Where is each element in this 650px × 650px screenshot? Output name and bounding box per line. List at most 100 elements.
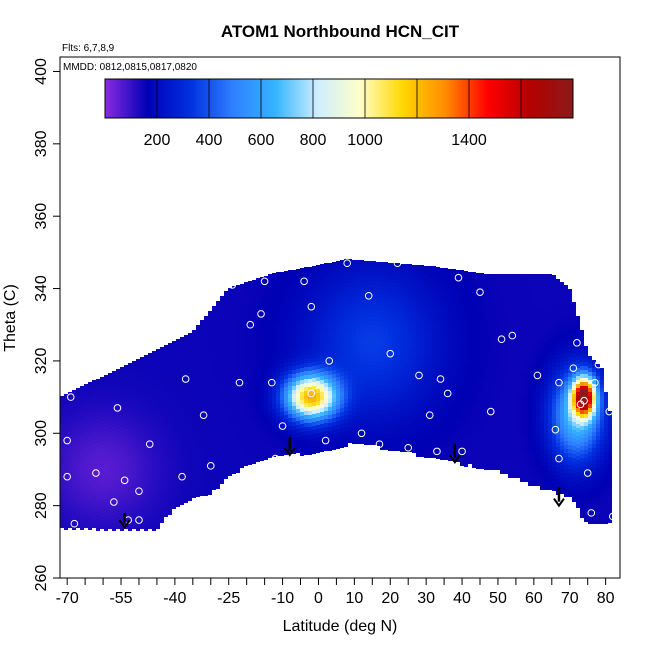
heatmap-cell (440, 284, 444, 288)
heatmap-cell (304, 355, 308, 359)
heatmap-cell (164, 453, 168, 457)
heatmap-cell (308, 431, 312, 435)
heatmap-cell (348, 411, 352, 415)
heatmap-cell (456, 358, 460, 362)
heatmap-cell (448, 425, 452, 429)
heatmap-cell (344, 363, 348, 367)
heatmap-cell (148, 513, 152, 517)
heatmap-cell (324, 423, 328, 427)
heatmap-cell (292, 406, 296, 410)
heatmap-cell (324, 271, 328, 275)
heatmap-cell (476, 429, 480, 433)
heatmap-cell (260, 453, 264, 457)
heatmap-cell (480, 289, 484, 293)
heatmap-cell (276, 296, 280, 300)
heatmap-cell (356, 436, 360, 440)
heatmap-cell (188, 441, 192, 445)
heatmap-cell (84, 460, 88, 464)
heatmap-cell (224, 355, 228, 359)
heatmap-cell (300, 392, 304, 396)
heatmap-cell (416, 357, 420, 361)
heatmap-cell (216, 341, 220, 345)
heatmap-cell (224, 363, 228, 367)
heatmap-cell (444, 404, 448, 408)
heatmap-cell (260, 301, 264, 305)
heatmap-cell (432, 286, 436, 290)
heatmap-cell (184, 407, 188, 411)
heatmap-cell (356, 360, 360, 364)
heatmap-cell (488, 310, 492, 314)
heatmap-cell (244, 398, 248, 402)
heatmap-cell (360, 348, 364, 352)
heatmap-cell (392, 307, 396, 311)
heatmap-cell (288, 390, 292, 394)
heatmap-cell (432, 290, 436, 294)
heatmap-cell (252, 420, 256, 424)
heatmap-cell (408, 336, 412, 340)
heatmap-cell (496, 350, 500, 354)
heatmap-cell (416, 313, 420, 317)
heatmap-cell (420, 349, 424, 353)
heatmap-cell (472, 348, 476, 352)
heatmap-cell (60, 504, 64, 508)
heatmap-cell (128, 431, 132, 435)
heatmap-cell (348, 387, 352, 391)
heatmap-cell (156, 453, 160, 457)
heatmap-cell (432, 438, 436, 442)
heatmap-cell (476, 321, 480, 325)
heatmap-cell (224, 475, 228, 479)
heatmap-cell (232, 378, 236, 382)
heatmap-cell (272, 389, 276, 393)
heatmap-cell (272, 385, 276, 389)
heatmap-cell (104, 515, 108, 519)
heatmap-cell (156, 373, 160, 377)
heatmap-cell (212, 486, 216, 490)
heatmap-cell (360, 388, 364, 392)
heatmap-cell (316, 357, 320, 361)
heatmap-cell (500, 314, 504, 318)
heatmap-cell (496, 418, 500, 422)
heatmap-cell (120, 451, 124, 455)
heatmap-cell (488, 454, 492, 458)
heatmap-cell (88, 410, 92, 414)
heatmap-cell (420, 397, 424, 401)
heatmap-cell (192, 422, 196, 426)
heatmap-cell (96, 399, 100, 403)
heatmap-cell (164, 377, 168, 381)
heatmap-cell (132, 513, 136, 517)
heatmap-cell (468, 332, 472, 336)
heatmap-cell (212, 318, 216, 322)
heatmap-cell (220, 444, 224, 448)
heatmap-cell (476, 349, 480, 353)
heatmap-cell (344, 271, 348, 275)
heatmap-cell (500, 290, 504, 294)
heatmap-cell (444, 364, 448, 368)
heatmap-cell (264, 348, 268, 352)
heatmap-cell (424, 310, 428, 314)
heatmap-cell (104, 471, 108, 475)
heatmap-cell (148, 465, 152, 469)
heatmap-cell (216, 337, 220, 341)
heatmap-cell (480, 425, 484, 429)
heatmap-cell (460, 406, 464, 410)
heatmap-cell (444, 440, 448, 444)
heatmap-cell (288, 286, 292, 290)
heatmap-cell (476, 381, 480, 385)
heatmap-cell (480, 417, 484, 421)
heatmap-cell (164, 489, 168, 493)
heatmap-cell (124, 405, 128, 409)
heatmap-cell (272, 437, 276, 441)
heatmap-cell (316, 385, 320, 389)
heatmap-cell (72, 442, 76, 446)
heatmap-cell (328, 307, 332, 311)
heatmap-cell (132, 397, 136, 401)
heatmap-cell (208, 327, 212, 331)
heatmap-cell (476, 413, 480, 417)
heatmap-cell (72, 458, 76, 462)
heatmap-cell (276, 436, 280, 440)
heatmap-cell (360, 416, 364, 420)
heatmap-cell (452, 325, 456, 329)
heatmap-cell (68, 500, 72, 504)
heatmap-cell (288, 434, 292, 438)
heatmap-cell (460, 462, 464, 466)
